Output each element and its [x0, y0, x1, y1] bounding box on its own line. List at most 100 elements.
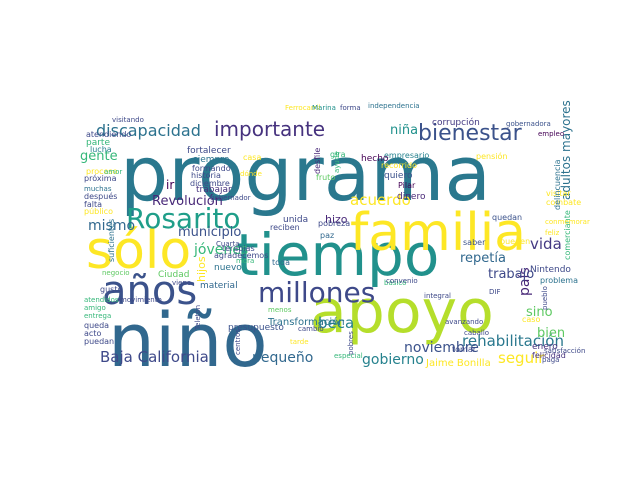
cloud-word: trabajo	[488, 267, 534, 282]
cloud-word: movimiento	[120, 296, 162, 304]
cloud-word: discapacidad	[96, 121, 201, 140]
cloud-word: proceso	[86, 167, 118, 176]
cloud-word: visitando	[112, 116, 144, 124]
cloud-word: entrega	[84, 312, 111, 320]
cloud-word: tarde	[290, 338, 309, 346]
cloud-word: pueblo	[541, 286, 549, 310]
cloud-word: integral	[424, 292, 451, 300]
cloud-word: puedan	[84, 337, 114, 346]
cloud-word: falta	[84, 200, 102, 209]
cloud-word: mora	[236, 257, 254, 265]
cloud-word: menos	[268, 306, 292, 314]
cloud-word: terapias	[222, 244, 255, 253]
cloud-word: formando	[192, 164, 231, 173]
cloud-word: sino	[526, 305, 553, 320]
cloud-word: independencia	[368, 102, 420, 110]
cloud-word: Nintendo	[530, 265, 571, 275]
cloud-word: forma	[340, 104, 361, 112]
cloud-word: delincuencia	[553, 159, 562, 210]
cloud-word: apoyo	[310, 277, 494, 347]
cloud-word: empleo	[538, 130, 564, 138]
cloud-word: cambio	[298, 325, 324, 333]
cloud-word: bien	[537, 326, 565, 341]
cloud-word: gobernador	[210, 194, 251, 202]
cloud-word: hijos	[195, 256, 208, 282]
cloud-word: tomar	[452, 345, 477, 354]
cloud-word: fortalecer	[187, 146, 231, 156]
cloud-word: saber	[463, 238, 486, 247]
cloud-word: negocio	[102, 269, 130, 277]
cloud-word: niña	[390, 123, 418, 138]
cloud-word: unida	[283, 215, 308, 225]
cloud-word: visitar	[546, 189, 571, 198]
cloud-word: parte	[86, 138, 110, 148]
cloud-word: historia	[191, 171, 221, 180]
cloud-word: caballo	[464, 329, 489, 337]
cloud-word: dónde	[240, 170, 262, 178]
cloud-word: ayuda	[333, 151, 341, 173]
cloud-word: rehabilitación	[462, 332, 564, 350]
cloud-word: viene	[172, 279, 191, 287]
cloud-word: adultos mayores	[559, 100, 573, 200]
cloud-word: trabajar	[196, 185, 232, 195]
cloud-word: repetía	[460, 251, 506, 266]
cloud-word: reciben	[270, 223, 300, 232]
cloud-word: jóvenes	[193, 242, 248, 258]
cloud-word: próxima	[84, 173, 117, 183]
cloud-word: quedan	[492, 213, 522, 222]
cloud-word: caso	[522, 315, 540, 324]
cloud-word: pobres	[347, 331, 355, 355]
cloud-word: mismo	[88, 218, 135, 234]
cloud-word: Baja California	[100, 348, 209, 366]
cloud-word: Marina	[312, 104, 336, 112]
cloud-word: presupuesto	[228, 323, 284, 333]
cloud-word: queda	[84, 321, 109, 330]
cloud-word: satisfacción	[544, 347, 585, 355]
cloud-word: nuevo	[214, 263, 242, 273]
cloud-word: empresario	[384, 151, 429, 160]
cloud-word: diciembre	[190, 179, 230, 188]
cloud-word: acuerdo	[350, 191, 411, 209]
cloud-word: acto	[84, 329, 101, 338]
cloud-word: atendiendo	[86, 130, 131, 139]
cloud-word: niño	[108, 298, 268, 384]
cloud-word: pueden	[500, 237, 530, 246]
cloud-word: Pilar	[398, 181, 416, 190]
cloud-word: dinero	[397, 192, 426, 202]
cloud-word: DIF	[489, 288, 500, 296]
cloud-word: millones	[258, 276, 375, 309]
cloud-word: noviembre	[404, 340, 479, 356]
cloud-word: ir	[166, 178, 174, 192]
cloud-word: conmemorar	[545, 218, 590, 226]
cloud-word: tiempo	[236, 221, 439, 289]
cloud-word: gira	[330, 150, 346, 159]
cloud-word: Rosarito	[126, 202, 240, 235]
cloud-word: país	[517, 267, 533, 296]
cloud-word: gente	[80, 149, 118, 164]
cloud-word: suficientes	[107, 219, 116, 262]
cloud-word: lucha	[90, 145, 112, 154]
cloud-word: gobierno	[362, 352, 424, 368]
cloud-word: sólo	[86, 221, 191, 281]
cloud-word: avanzando	[445, 318, 483, 326]
cloud-word: amigo	[84, 304, 106, 312]
cloud-word: Cuarta	[216, 240, 240, 248]
cloud-word: programa	[120, 129, 491, 218]
cloud-word: agradecemos	[214, 251, 268, 260]
cloud-word: gusto	[100, 285, 122, 294]
cloud-word: años	[102, 268, 197, 314]
cloud-word: después	[84, 191, 117, 201]
cloud-word: vida	[530, 235, 562, 253]
cloud-word: especial	[334, 352, 363, 360]
cloud-word: Ciudad	[158, 270, 189, 280]
cloud-word: importante	[214, 117, 325, 141]
cloud-word: bienestar	[418, 121, 523, 146]
cloud-word: pensión	[476, 151, 507, 161]
cloud-word: felicidad	[532, 351, 566, 360]
cloud-word: público	[84, 207, 113, 216]
cloud-word: Ferrocarril	[285, 104, 320, 112]
cloud-word: Jaime Bonilla	[425, 358, 491, 369]
cloud-word: muchas	[84, 185, 112, 193]
cloud-word: Teletón	[194, 305, 202, 331]
